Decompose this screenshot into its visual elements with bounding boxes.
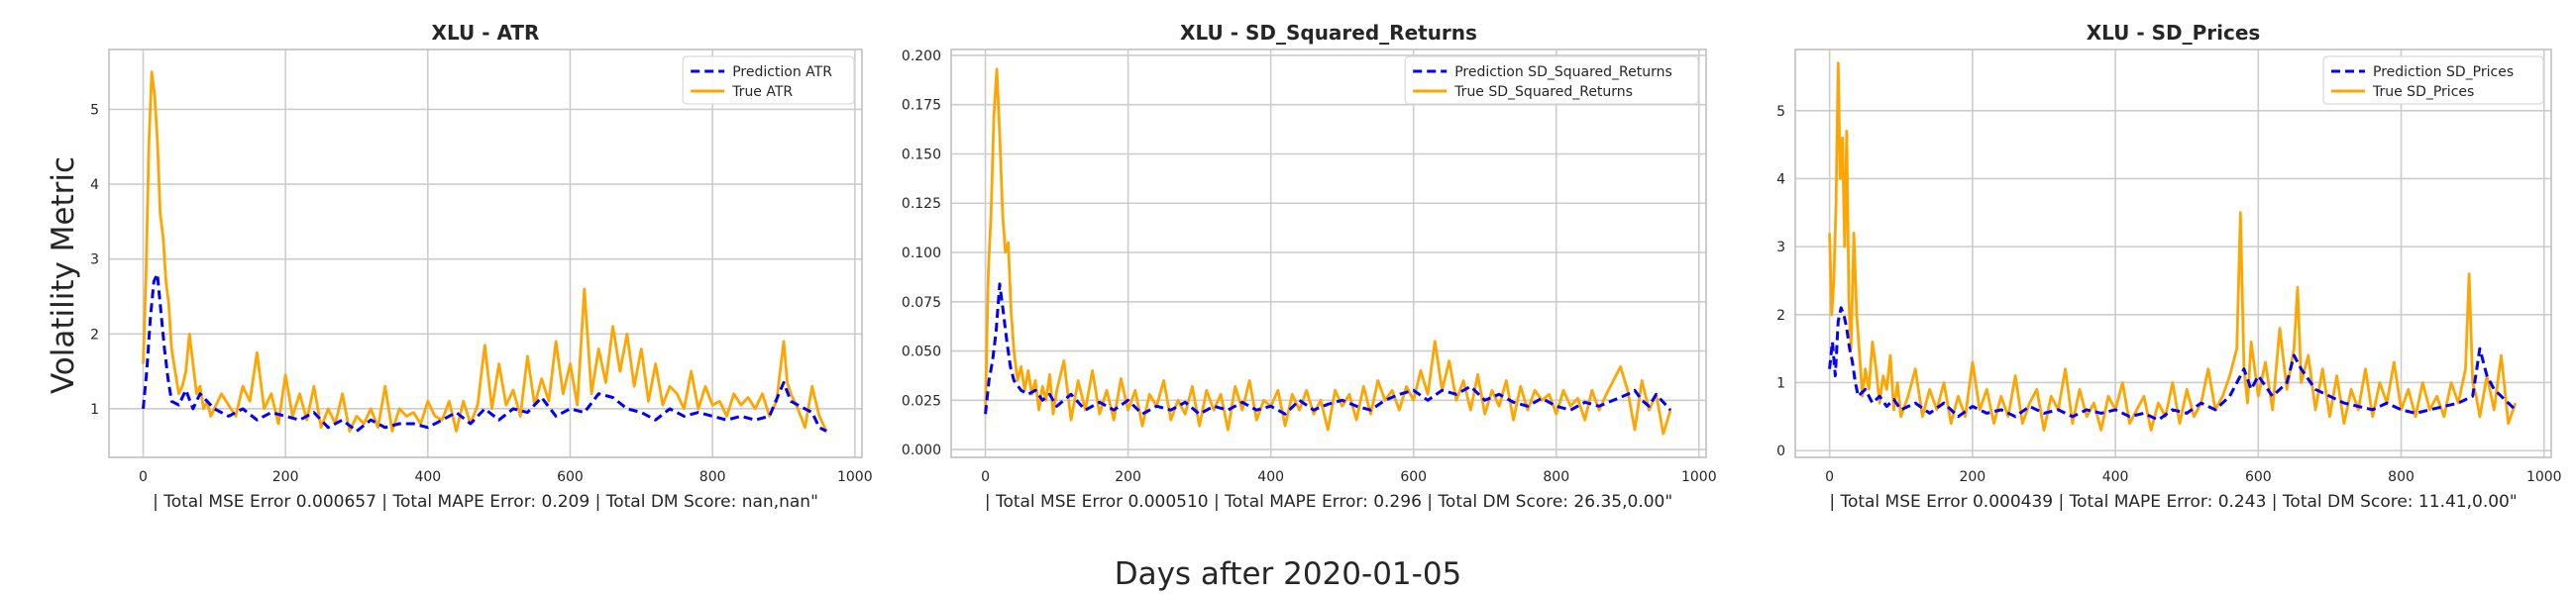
- prediction-series-line: [1828, 306, 2517, 422]
- chart-xlabel: | Total MSE Error 0.000439 | Total MAPE …: [1829, 492, 2517, 512]
- y-tick-label: 0.025: [902, 393, 941, 409]
- legend-box: [682, 55, 855, 105]
- x-tick-label: 600: [557, 469, 584, 485]
- y-tick-label: 0.000: [902, 443, 941, 458]
- x-tick-label: 400: [2102, 469, 2129, 485]
- figure-ylabel: Volatility Metric: [46, 156, 81, 394]
- x-tick-label: 400: [414, 469, 441, 485]
- x-tick-label: 0: [981, 469, 990, 485]
- true-series-line: [142, 70, 828, 433]
- x-tick-label: 600: [1400, 469, 1427, 485]
- legend-entry-label: Prediction SD_Prices: [2373, 64, 2514, 80]
- x-tick-label: 200: [272, 469, 299, 485]
- y-tick-label: 5: [1776, 104, 1785, 120]
- x-tick-label: 200: [1115, 469, 1141, 485]
- y-tick-label: 1: [90, 402, 99, 418]
- chart-title: XLU - SD_Squared_Returns: [1180, 21, 1477, 45]
- legend-entry-label: Prediction SD_Squared_Returns: [1454, 64, 1672, 80]
- chart-xlabel: | Total MSE Error 0.000657 | Total MAPE …: [153, 492, 818, 512]
- x-tick-label: 0: [139, 469, 148, 485]
- legend-entry-label: True SD_Squared_Returns: [1453, 84, 1633, 100]
- legend-entry-label: Prediction ATR: [732, 64, 832, 80]
- true-series-line: [984, 67, 1672, 436]
- y-tick-label: 2: [90, 327, 99, 343]
- plot-frame: [950, 49, 1707, 458]
- x-tick-label: 800: [1543, 469, 1569, 485]
- y-tick-label: 0.150: [902, 147, 941, 162]
- y-tick-label: 4: [90, 177, 99, 193]
- y-tick-label: 4: [1776, 171, 1785, 187]
- chart-title: XLU - SD_Prices: [2087, 21, 2261, 45]
- legend-entry-label: True ATR: [731, 84, 793, 100]
- legend: Prediction ATR True ATR: [682, 55, 855, 105]
- y-tick-label: 0.175: [902, 98, 941, 114]
- true-series-line: [1828, 61, 2518, 432]
- legend-entry-label: True SD_Prices: [2372, 84, 2474, 100]
- plot-frame: [108, 49, 863, 458]
- plot-frame: [1794, 49, 2552, 458]
- x-tick-label: 400: [1257, 469, 1284, 485]
- y-tick-label: 0.050: [902, 345, 941, 360]
- chart-panel-1: 0 200 400 600 800 1000 1 2 3 4 5 XLU - ATR | Total M…: [90, 21, 873, 512]
- y-tick-label: 2: [1776, 308, 1785, 324]
- x-tick-label: 1000: [837, 469, 873, 485]
- y-tick-label: 0.100: [902, 246, 941, 261]
- chart-title: XLU - ATR: [432, 21, 540, 45]
- y-tick-label: 3: [1776, 240, 1785, 255]
- x-tick-label: 1000: [2526, 469, 2562, 485]
- y-tick-label: 0.075: [902, 295, 941, 311]
- x-tick-label: 800: [699, 469, 726, 485]
- y-tick-label: 5: [90, 102, 99, 118]
- x-tick-label: 800: [2388, 469, 2415, 485]
- legend: Prediction SD_Squared_Returns True SD_Squ…: [1404, 55, 1699, 105]
- legend-box: [2322, 55, 2544, 105]
- y-tick-label: 0.125: [902, 196, 941, 212]
- prediction-series-line: [984, 282, 1672, 416]
- x-tick-label: 600: [2245, 469, 2272, 485]
- y-tick-label: 0.200: [902, 49, 941, 64]
- x-tick-label: 1000: [1681, 469, 1717, 485]
- y-tick-label: 1: [1776, 375, 1785, 391]
- chart-panel-2: 0 200 400 600 800 1000 0.000 0.025 0.050 0.075 0.1…: [902, 21, 1717, 512]
- y-tick-label: 0: [1776, 444, 1785, 459]
- y-tick-label: 3: [90, 252, 99, 268]
- legend: Prediction SD_Prices True SD_Prices: [2322, 55, 2544, 105]
- x-tick-label: 0: [1825, 469, 1834, 485]
- chart-xlabel: | Total MSE Error 0.000510 | Total MAPE …: [985, 492, 1672, 512]
- chart-panel-3: 0 200 400 600 800 1000 0 1 2 3 4 5 XLU - SD_Prices | …: [1776, 21, 2562, 512]
- legend-box: [1404, 55, 1699, 105]
- x-tick-label: 200: [1959, 469, 1986, 485]
- figure-xlabel: Days after 2020-01-05: [1115, 556, 1462, 592]
